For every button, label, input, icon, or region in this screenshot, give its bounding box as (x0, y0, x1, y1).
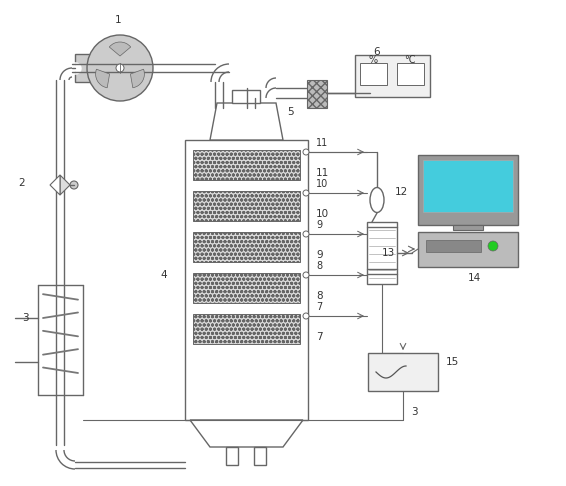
Bar (423, 160, 513, 212)
Text: 15: 15 (446, 357, 459, 367)
Bar (397, 63, 424, 85)
Text: 3: 3 (22, 313, 29, 323)
Wedge shape (96, 69, 110, 88)
Text: 2: 2 (18, 178, 25, 188)
Bar (254, 447, 266, 465)
Circle shape (303, 231, 309, 237)
Polygon shape (75, 54, 92, 82)
Circle shape (303, 190, 309, 196)
Circle shape (303, 272, 309, 278)
Bar (226, 447, 238, 465)
Bar (307, 80, 327, 108)
Text: 1: 1 (115, 15, 122, 25)
Bar (418, 155, 518, 225)
Text: 13: 13 (382, 248, 395, 258)
Circle shape (70, 181, 78, 189)
Text: 3: 3 (411, 407, 418, 417)
Text: 8: 8 (316, 261, 322, 271)
Bar (453, 225, 483, 230)
Bar (193, 191, 300, 221)
Bar (355, 55, 430, 97)
Text: 14: 14 (468, 273, 481, 283)
Text: 10: 10 (316, 209, 329, 219)
Bar (418, 232, 518, 267)
Polygon shape (190, 420, 303, 447)
Bar (368, 353, 438, 391)
Text: 12: 12 (395, 187, 408, 197)
Text: 9: 9 (316, 220, 322, 230)
Text: 7: 7 (316, 302, 322, 312)
Wedge shape (130, 69, 144, 88)
Bar (193, 314, 300, 344)
Wedge shape (109, 42, 131, 56)
Text: °C: °C (404, 55, 416, 65)
Circle shape (303, 149, 309, 155)
Circle shape (116, 64, 124, 72)
Bar (193, 232, 300, 262)
Bar (426, 240, 481, 252)
Text: 5: 5 (287, 107, 294, 117)
Text: 4: 4 (160, 270, 166, 280)
Polygon shape (50, 175, 60, 195)
Text: %: % (368, 55, 378, 65)
Text: 11: 11 (316, 168, 329, 178)
Text: 10: 10 (316, 179, 328, 189)
Polygon shape (232, 90, 260, 103)
Circle shape (87, 35, 153, 101)
Polygon shape (210, 103, 283, 140)
Circle shape (488, 241, 498, 251)
Bar (360, 63, 387, 85)
Text: 6: 6 (373, 47, 380, 57)
Text: 8: 8 (316, 291, 323, 301)
Bar (193, 150, 300, 180)
Ellipse shape (370, 188, 384, 212)
Text: 9: 9 (316, 250, 323, 260)
Bar (367, 222, 397, 284)
Circle shape (303, 313, 309, 319)
Text: 11: 11 (316, 138, 328, 148)
Text: 7: 7 (316, 332, 323, 342)
Bar (185, 140, 308, 420)
Bar (193, 273, 300, 303)
Polygon shape (60, 175, 70, 195)
